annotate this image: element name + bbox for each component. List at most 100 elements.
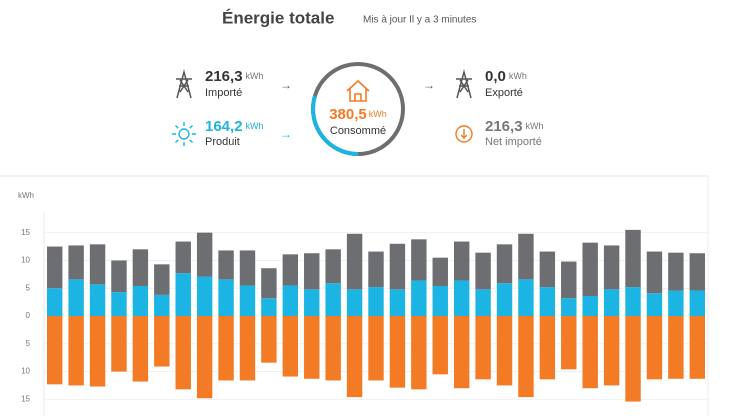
bar-segment: [518, 279, 534, 316]
bar-segment: [282, 316, 299, 377]
bar-segment: [432, 316, 448, 375]
bar-segment: [539, 287, 556, 316]
bar-segment: [196, 316, 213, 399]
bar-segment: [561, 316, 577, 370]
bar-segment: [218, 279, 234, 316]
net-label: Net importé: [485, 136, 542, 148]
bar-segment: [261, 268, 277, 299]
bar-segment: [496, 283, 513, 316]
bar-segment: [282, 285, 299, 316]
bar-segment: [175, 241, 191, 274]
bar-segment: [646, 293, 663, 316]
produced-label: Produit: [205, 136, 240, 148]
bar-segment: [175, 316, 191, 390]
y-tick-label: 15: [21, 394, 30, 403]
bar-segment: [603, 289, 620, 316]
ring-produced: [311, 95, 359, 156]
bar-segment: [625, 316, 641, 402]
title: Énergie totale: [222, 8, 334, 27]
bar-segment: [625, 229, 641, 288]
bar-segment: [518, 316, 534, 398]
bar-segment: [582, 316, 598, 389]
bar-segment: [411, 239, 427, 281]
bar-segment: [46, 316, 63, 385]
y-axis-label: kWh: [18, 191, 34, 200]
bar-segment: [325, 283, 341, 316]
bar-segment: [89, 316, 106, 387]
bar-segment: [689, 290, 706, 316]
bar-segment: [561, 261, 577, 299]
bar-segment: [68, 245, 84, 280]
bar-segment: [154, 264, 170, 295]
bar-segment: [453, 241, 470, 281]
bar-segment: [46, 288, 63, 316]
bar-segment: [304, 316, 320, 379]
bar-segment: [389, 289, 406, 316]
house-icon: [346, 79, 370, 102]
net-icon: [455, 125, 473, 143]
bar-segment: [111, 292, 127, 316]
y-tick-label: 15: [21, 228, 30, 237]
unit: kWh: [369, 109, 387, 119]
bar-segment: [432, 286, 448, 316]
bar-segment: [411, 316, 427, 390]
bar-segment: [239, 285, 256, 316]
y-tick-label: 10: [21, 367, 30, 376]
bar-segment: [689, 253, 706, 291]
bar-segment: [218, 316, 234, 381]
bar-segment: [132, 286, 149, 316]
value: 216,3: [485, 118, 523, 135]
value: 0,0: [485, 68, 506, 85]
bar-segment: [689, 316, 706, 379]
bar-segment: [368, 251, 384, 288]
bar-segment: [668, 290, 684, 316]
bar-segment: [453, 316, 470, 389]
bar-segment: [432, 257, 448, 286]
bar-segment: [196, 232, 213, 277]
bar-segment: [518, 233, 534, 280]
bar-segment: [346, 289, 363, 316]
bar-segment: [603, 245, 620, 290]
unit: kWh: [246, 71, 264, 81]
bar-segment: [582, 296, 598, 316]
exported: 0,0 kWh: [485, 68, 527, 85]
bar-segment: [68, 316, 84, 386]
y-tick-label: 5: [26, 339, 31, 348]
arrow: →: [423, 78, 435, 92]
bar-segment: [325, 316, 341, 381]
bar-segment: [239, 316, 256, 381]
consumed-label: Consommé: [330, 125, 386, 137]
bar-segment: [389, 243, 406, 290]
exported-label: Exporté: [485, 87, 523, 99]
bar-segment: [175, 273, 191, 316]
net: 216,3 kWh: [485, 118, 544, 135]
value: 380,5: [329, 106, 367, 123]
bar-segment: [603, 316, 620, 386]
bar-segment: [89, 244, 106, 285]
arrow: →: [280, 78, 292, 92]
sun-icon: [172, 122, 196, 146]
bar-segment: [539, 316, 556, 380]
bar-segment: [154, 316, 170, 367]
bar-segment: [132, 249, 149, 286]
bar-segment: [68, 279, 84, 316]
bar-segment: [368, 316, 384, 381]
unit: kWh: [246, 121, 264, 131]
y-tick-label: 10: [21, 256, 30, 265]
produced: 164,2 kWh: [205, 118, 264, 135]
bar-segment: [154, 294, 170, 316]
bar-segment: [46, 246, 63, 289]
bar-segment: [668, 316, 684, 379]
bar-segment: [496, 244, 513, 284]
value: 216,3: [205, 68, 243, 85]
bar-segment: [475, 289, 491, 316]
bar-segment: [668, 252, 684, 291]
bar-segment: [411, 280, 427, 316]
bar-segment: [304, 253, 320, 290]
subtitle: Mis à jour Il y a 3 minutes: [363, 15, 476, 26]
bar-segment: [196, 276, 213, 316]
tower-icon: [456, 69, 472, 99]
bar-segment: [368, 287, 384, 316]
bar-segment: [89, 284, 106, 316]
bar-segment: [111, 316, 127, 372]
